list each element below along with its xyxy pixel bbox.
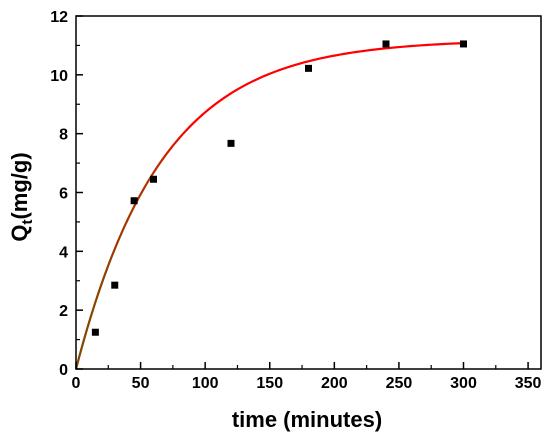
data-point [227,139,235,147]
y-tick-label: 0 [59,362,68,379]
data-point [305,64,312,72]
y-tick-label: 12 [50,9,68,26]
y-axis-title-sub: t [19,220,36,225]
data-point [150,175,157,183]
y-tick-label: 10 [50,68,68,85]
x-tick-label: 100 [192,375,219,392]
y-axis-title-rest: (mg/g) [7,152,32,219]
x-tick-label: 150 [256,375,283,392]
y-tick-label: 2 [59,303,68,320]
x-tick-label: 300 [450,375,477,392]
data-point [91,328,99,336]
y-axis-title-main: Q [7,225,32,242]
x-axis-title: time (minutes) [232,407,382,432]
y-tick-label: 8 [59,127,68,144]
y-tick-label: 6 [59,186,68,203]
data-point [460,40,467,48]
fit-curve [74,41,464,370]
x-tick-label: 50 [132,375,150,392]
data-point [382,40,390,48]
x-tick-label: 350 [515,375,542,392]
x-tick-label: 0 [72,375,81,392]
data-point [130,197,138,205]
fit-curve-layer [74,41,464,370]
data-points-layer [91,40,467,336]
x-tick-label: 250 [386,375,413,392]
y-axis-title: Qt(mg/g) [7,152,36,241]
y-tick-label: 4 [59,244,68,261]
ticks: 0 50 100 150 200 250 300 350 0 2 4 6 8 10 12 [50,9,541,392]
x-tick-label: 200 [321,375,348,392]
data-point [111,281,119,289]
